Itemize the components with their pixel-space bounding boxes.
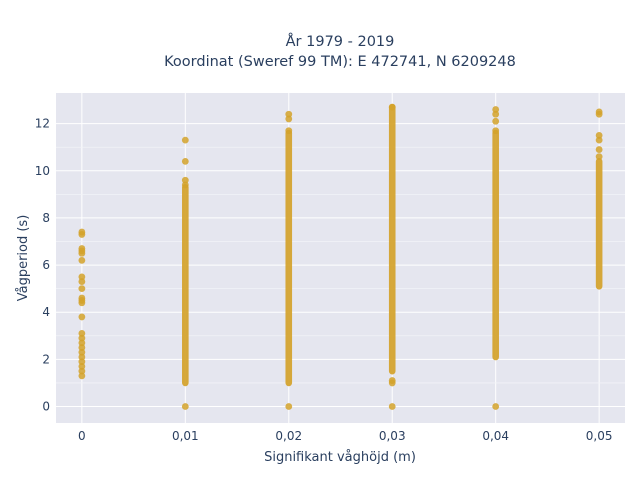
data-point: [181, 181, 189, 189]
x-tick-label: 0,01: [172, 429, 199, 443]
x-tick-label: 0: [78, 429, 86, 443]
data-point: [181, 157, 189, 165]
data-marks: [78, 103, 603, 410]
data-point: [78, 339, 86, 347]
y-tick-label: 6: [42, 258, 50, 272]
y-tick-label: 10: [35, 164, 50, 178]
data-point: [181, 176, 189, 184]
data-point: [492, 110, 500, 118]
data-point: [78, 358, 86, 366]
data-point: [78, 372, 86, 380]
data-point: [78, 285, 86, 293]
x-axis-title: Signifikant våghöjd (m): [264, 450, 416, 465]
data-point: [492, 106, 500, 113]
data-point: [388, 103, 396, 111]
data-point: [388, 403, 396, 410]
data-point: [595, 146, 603, 153]
data-point: [595, 110, 603, 118]
y-tick-label: 2: [42, 352, 50, 366]
data-point-range: [492, 129, 499, 361]
y-tick-label: 12: [35, 117, 50, 131]
data-point: [285, 110, 293, 118]
data-point: [78, 273, 86, 281]
x-tick-label: 0,05: [586, 429, 613, 443]
data-point: [595, 136, 603, 144]
chart-title-line2: Koordinat (Sweref 99 TM): E 472741, N 62…: [164, 54, 516, 70]
x-tick-label: 0,02: [275, 429, 302, 443]
chart-title-line1: År 1979 - 2019: [286, 33, 395, 50]
data-point: [285, 127, 293, 135]
y-tick-label: 8: [42, 211, 50, 225]
data-point: [78, 363, 86, 370]
data-point-range: [182, 183, 189, 387]
data-point: [78, 299, 86, 307]
y-axis-ticks: 0 2 4 6 8 10 12: [35, 117, 50, 414]
data-point: [78, 330, 86, 337]
data-point: [78, 249, 86, 257]
data-point: [78, 367, 86, 375]
data-point: [492, 403, 500, 410]
data-point: [595, 153, 603, 161]
data-point-range: [388, 103, 396, 375]
data-point: [78, 353, 86, 361]
data-point: [181, 403, 189, 410]
data-point-range: [595, 158, 603, 290]
y-axis-title: Vågperiod (s): [16, 215, 31, 302]
plot-area: [56, 93, 625, 423]
x-axis-ticks: 0 0,01 0,02 0,03 0,04 0,05: [78, 429, 612, 443]
data-point: [595, 132, 603, 139]
data-point: [285, 115, 293, 123]
data-point: [78, 313, 86, 321]
data-point: [492, 117, 500, 125]
data-point: [78, 231, 86, 238]
data-point: [78, 348, 86, 356]
data-point: [78, 344, 86, 351]
data-point: [492, 127, 500, 135]
data-point: [78, 334, 86, 342]
data-point: [388, 379, 396, 387]
x-tick-label: 0,03: [379, 429, 406, 443]
data-point: [285, 403, 293, 410]
data-point: [181, 136, 189, 144]
x-tick-label: 0,04: [482, 429, 509, 443]
data-point: [78, 256, 86, 264]
y-tick-label: 4: [42, 305, 50, 319]
y-tick-label: 0: [42, 400, 50, 414]
data-point: [78, 278, 86, 285]
data-point-range: [285, 129, 293, 387]
